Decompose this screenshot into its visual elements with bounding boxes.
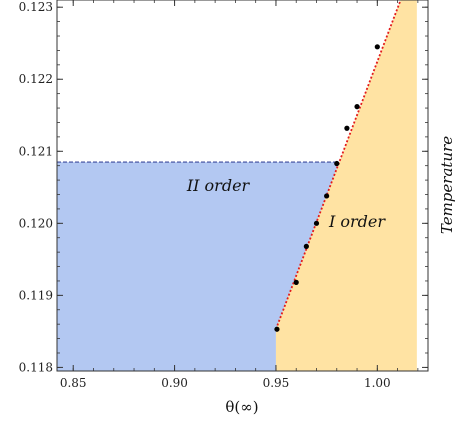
data-point: [374, 44, 380, 50]
x-tick-label: 0.95: [263, 376, 290, 390]
x-tick-label: 1.00: [364, 376, 391, 390]
data-point: [354, 104, 360, 110]
plot-frame: [56, 0, 429, 372]
region-label-second-order: II order: [186, 176, 251, 195]
data-point: [334, 160, 340, 167]
y-tick-label: 0.121: [19, 144, 53, 158]
data-point: [344, 125, 350, 131]
chart-labels: II order I order θ(∞) Temperature: [186, 136, 456, 416]
data-points: [274, 44, 380, 332]
y-tick-label: 0.119: [19, 288, 53, 302]
x-tick-label: 0.90: [161, 376, 188, 390]
y-tick-label: 0.118: [19, 360, 53, 374]
x-tick-label: 0.85: [60, 376, 87, 390]
x-axis-label: θ(∞): [225, 398, 258, 416]
data-point: [324, 193, 330, 199]
plot-area: [56, 0, 429, 372]
region-second-order: [57, 162, 340, 371]
y-tick-label: 0.122: [19, 72, 53, 86]
region-first-order: [275, 0, 417, 371]
y-tick-label: 0.123: [19, 0, 53, 14]
data-point: [274, 326, 280, 332]
data-point: [313, 220, 320, 226]
data-point: [293, 279, 299, 285]
y-tick-label: 0.120: [19, 216, 53, 230]
axis-ticks: 0.85 0.90 0.95 1.00 0.118 0.119 0.120 0.121 0.12…: [19, 0, 428, 390]
region-label-first-order: I order: [328, 212, 386, 231]
data-point: [303, 243, 309, 249]
y-axis-label: Temperature: [438, 136, 456, 234]
